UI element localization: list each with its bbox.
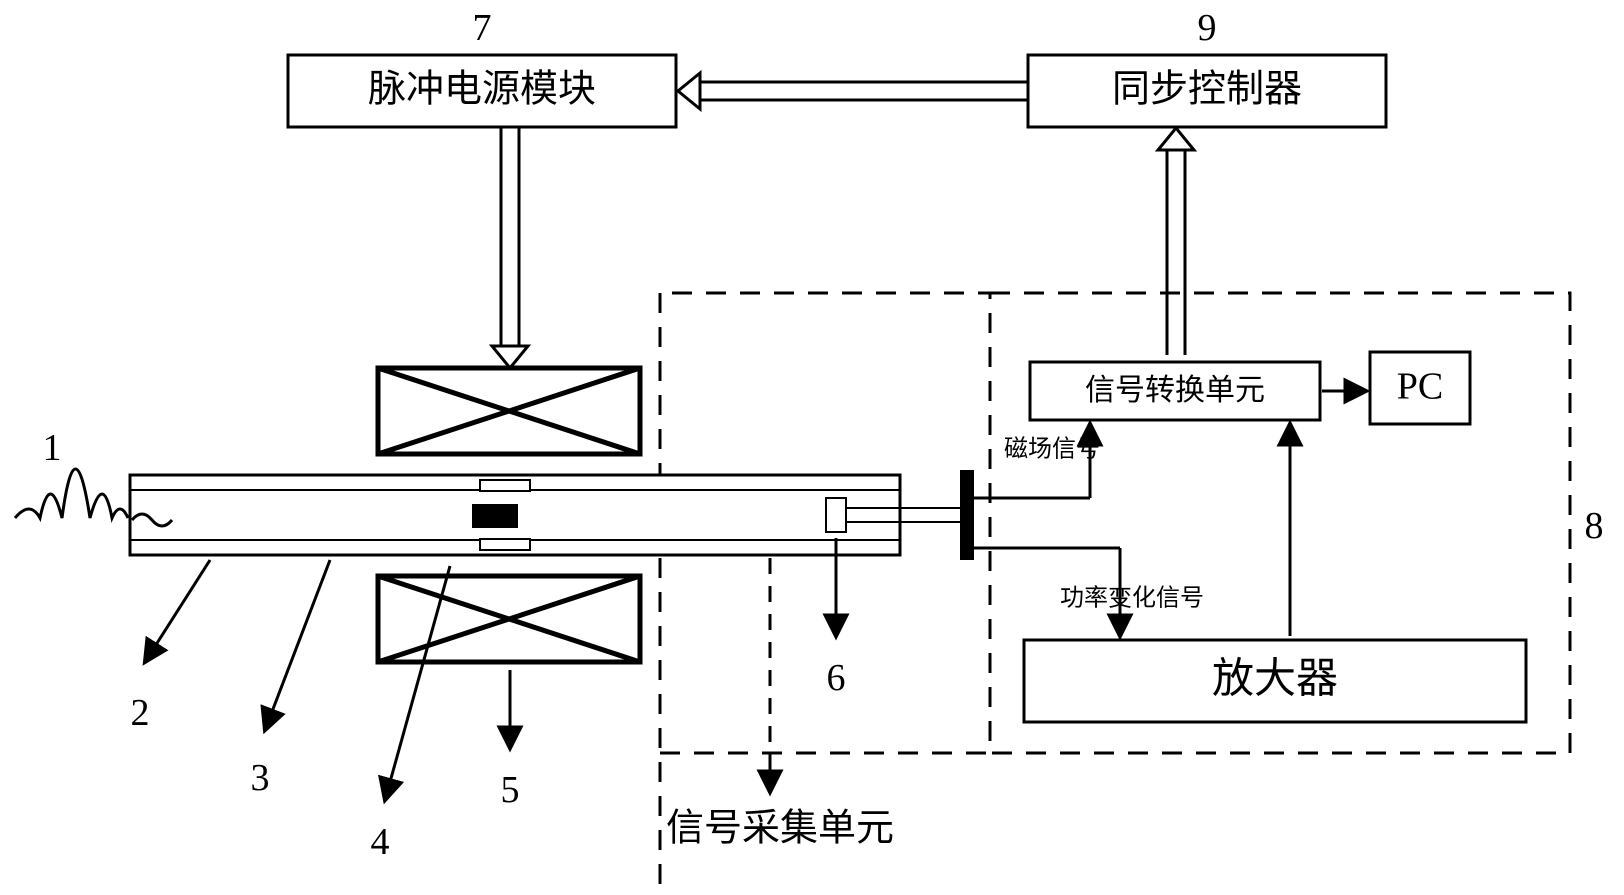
coil-top xyxy=(378,368,640,454)
coil-bottom xyxy=(378,576,640,662)
pointer-3 xyxy=(265,560,330,730)
pulse-power-module: 脉冲电源模块 7 xyxy=(288,7,676,127)
num-9: 9 xyxy=(1198,7,1217,49)
num-8: 8 xyxy=(1585,505,1604,547)
pointer-4 xyxy=(385,566,450,800)
num-3: 3 xyxy=(251,757,270,799)
sync-controller-label: 同步控制器 xyxy=(1112,69,1302,111)
power-signal-label: 功率变化信号 xyxy=(1060,585,1204,612)
signal-conversion-unit: 信号转换单元 xyxy=(1030,362,1320,420)
input-wave-icon xyxy=(15,469,172,526)
amplifier-block: 放大器 xyxy=(1024,640,1526,722)
num-1: 1 xyxy=(43,427,62,469)
diagram-root: 脉冲电源模块 7 同步控制器 9 xyxy=(0,0,1624,895)
num-6: 6 xyxy=(827,657,846,699)
arrow-sigconv-to-sync xyxy=(1158,128,1194,355)
sample-block xyxy=(472,504,518,528)
pc-label: PC xyxy=(1397,366,1443,408)
sync-controller: 同步控制器 9 xyxy=(1028,7,1386,127)
pc-block: PC xyxy=(1370,352,1470,424)
pulse-power-label: 脉冲电源模块 xyxy=(368,69,596,111)
pointer-2 xyxy=(145,560,210,662)
arrow-sync-to-pulse xyxy=(678,73,1028,109)
num-4: 4 xyxy=(371,821,390,863)
arrow-pulse-to-coil xyxy=(492,127,528,368)
acq-unit-label: 信号采集单元 xyxy=(666,808,894,850)
amplifier-label: 放大器 xyxy=(1212,657,1338,703)
signal-conversion-label: 信号转换单元 xyxy=(1085,374,1265,407)
num-7: 7 xyxy=(473,7,492,49)
num-2: 2 xyxy=(131,692,150,734)
endcap xyxy=(960,470,974,560)
mag-signal-label: 磁场信号 xyxy=(1004,436,1100,463)
num-5: 5 xyxy=(501,769,520,811)
tube-assembly xyxy=(130,470,974,560)
